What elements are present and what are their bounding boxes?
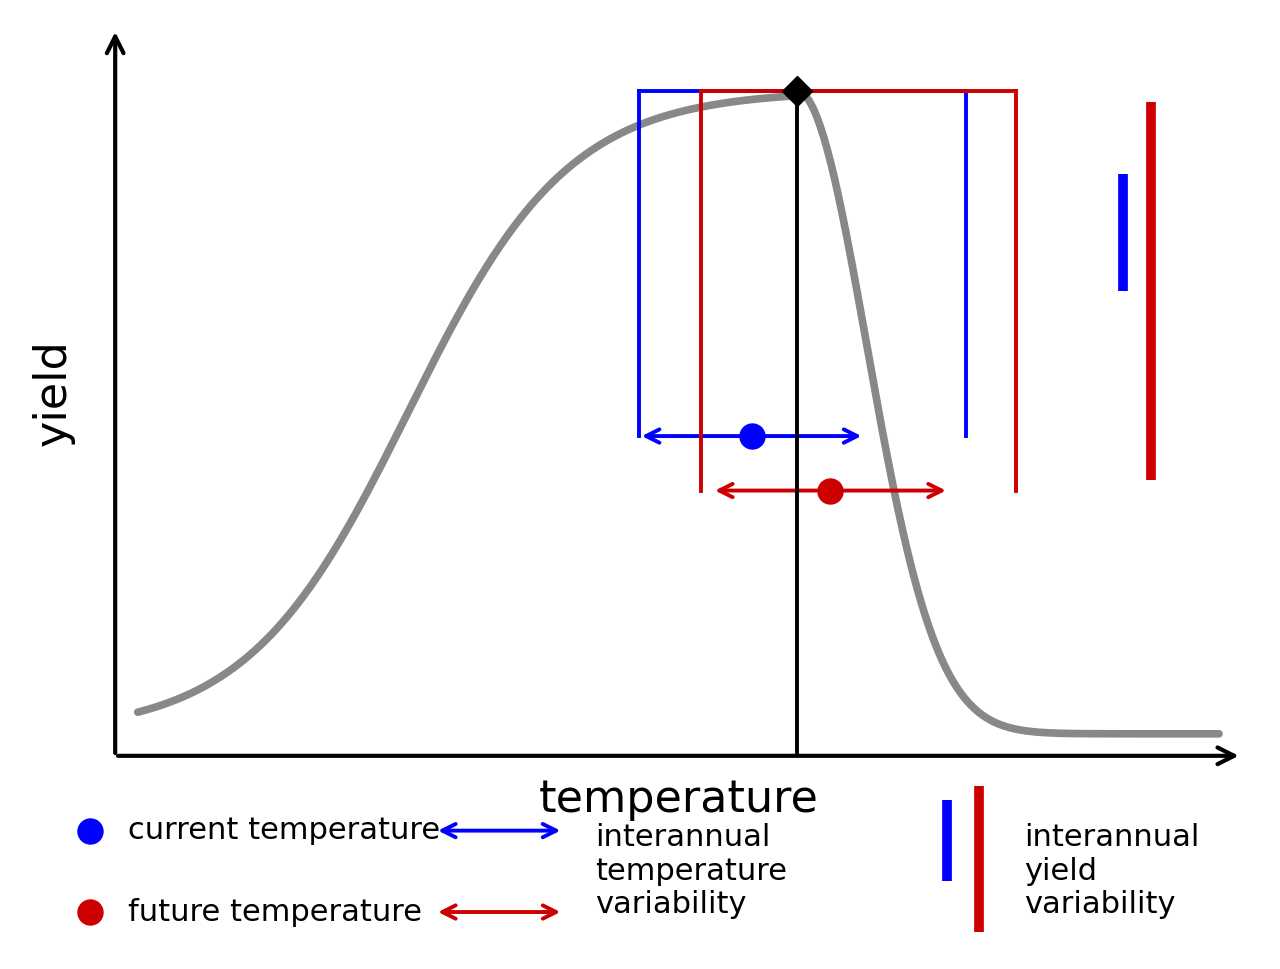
Text: current temperature: current temperature: [128, 816, 440, 845]
Text: yield: yield: [32, 339, 74, 446]
Text: future temperature: future temperature: [128, 897, 422, 926]
Text: interannual
temperature
variability: interannual temperature variability: [595, 824, 787, 920]
Text: interannual
yield
variability: interannual yield variability: [1024, 824, 1199, 920]
Text: temperature: temperature: [539, 778, 818, 821]
